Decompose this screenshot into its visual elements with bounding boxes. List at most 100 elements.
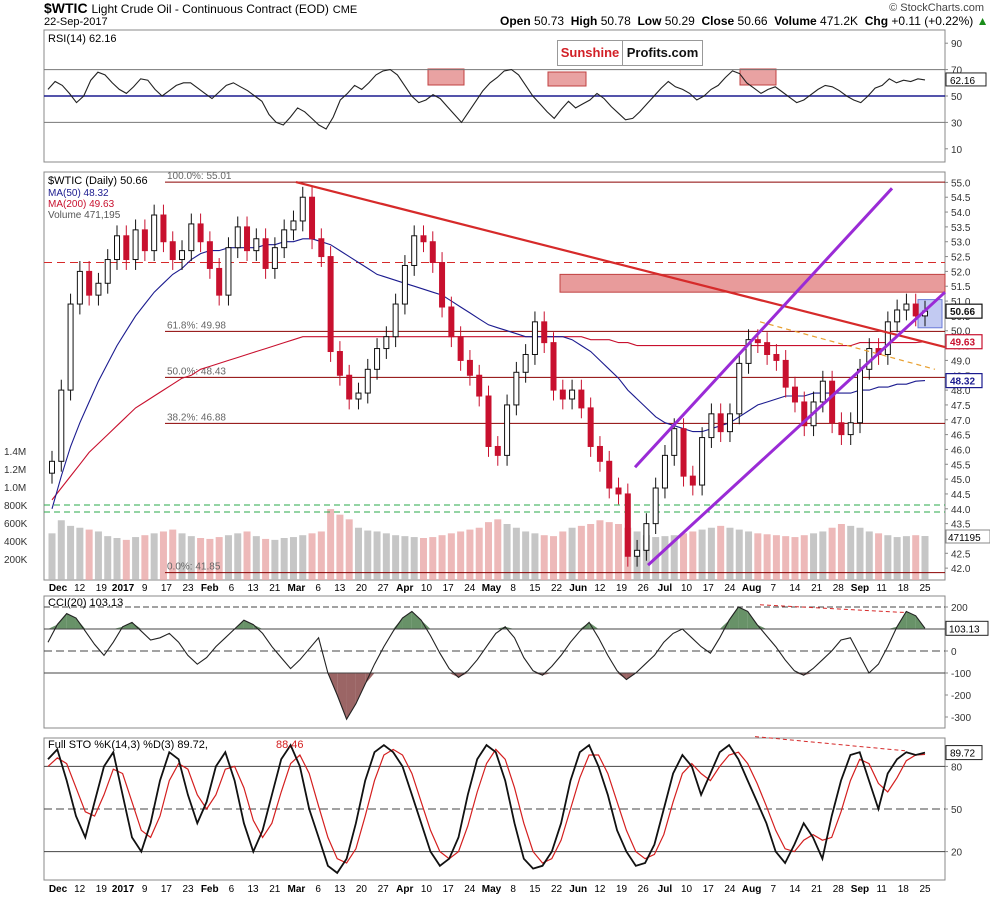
candle-body [782, 359, 789, 388]
rising-channel-upper-line [633, 187, 894, 469]
volume-bar [884, 535, 892, 580]
volume-bar [791, 537, 799, 580]
logo-part2: Profits.com [626, 45, 699, 60]
price-x-tick-label: 6 [315, 583, 321, 594]
volume-bar [271, 539, 279, 580]
rsi-title: RSI(14) 62.16 [48, 33, 116, 45]
volume-bar [159, 531, 167, 580]
candle-body [661, 454, 668, 489]
volume-bar [875, 533, 883, 580]
candle-body [67, 303, 74, 391]
candle-body [262, 238, 269, 269]
low-label: Low [637, 14, 662, 28]
candle-body [624, 493, 631, 557]
cci-overbought-fill [887, 626, 898, 629]
price-x-tick-label: 14 [789, 583, 801, 594]
price-x-tick-label: 21 [811, 583, 823, 594]
price-tag-label: 49.63 [950, 338, 975, 349]
volume-bar [522, 531, 530, 580]
volume-bar [373, 531, 381, 580]
cci-overbought-fill [719, 620, 730, 629]
candle-body [615, 487, 622, 495]
candle-body [429, 241, 436, 264]
volume-bar [419, 538, 427, 580]
candle-body [912, 303, 919, 317]
candle-body [299, 196, 306, 222]
candle-body [587, 407, 594, 447]
candle-body [494, 445, 501, 456]
price-tick-label: 42.0 [951, 564, 971, 575]
stochastic-value-label: 89.72 [950, 749, 975, 760]
price-x-tick-label: 20 [356, 583, 368, 594]
price-x-tick-label: 9 [142, 583, 148, 594]
bottom-x-tick-label: 13 [248, 884, 260, 895]
candle-body [151, 214, 158, 252]
price-x-tick-label: 26 [638, 583, 650, 594]
candle-body [169, 241, 176, 261]
candle-body [829, 380, 836, 424]
ma50-line [51, 238, 926, 509]
price-tick-label: 53.0 [951, 238, 971, 249]
candle-body [522, 353, 529, 373]
bottom-x-tick-label: 14 [789, 884, 801, 895]
bottom-x-tick-label: 11 [876, 884, 887, 895]
price-x-tick-label: 24 [724, 583, 736, 594]
price-tick-label: 51.5 [951, 282, 971, 293]
volume-bar [782, 536, 790, 580]
candle-body [141, 229, 148, 252]
stochastic-d-title: 88.46 [276, 739, 304, 751]
price-x-tick-label: Dec [49, 583, 68, 594]
price-x-tick-label: 18 [898, 583, 910, 594]
volume-bar [494, 519, 502, 580]
volume-bar [902, 536, 910, 580]
cci-overbought-fill [113, 626, 123, 629]
volume-tick-label: 200K [4, 555, 28, 566]
candle-body [699, 437, 706, 486]
price-tick-label: 43.5 [951, 520, 971, 531]
candle-body [420, 235, 427, 243]
price-x-tick-label: 22 [551, 583, 563, 594]
volume-bar [475, 527, 483, 580]
candle-body [374, 348, 381, 370]
price-x-tick-label: 8 [510, 583, 516, 594]
candle-body [271, 247, 278, 269]
volume-bar [317, 531, 325, 580]
rsi-tick-label: 30 [951, 118, 963, 129]
exchange: CME [332, 4, 358, 16]
up-arrow-icon: ▲ [976, 14, 989, 28]
price-tick-label: 44.0 [951, 505, 971, 516]
price-x-tick-label: Mar [288, 583, 306, 594]
rsi-overbought-zone [547, 71, 587, 87]
volume-bar [800, 535, 808, 580]
candle-body [754, 339, 761, 344]
cci-tick-label: 0 [951, 647, 957, 658]
volume-bar [754, 533, 762, 580]
cci-value-tag [945, 620, 989, 636]
cci-overbought-fill [747, 611, 758, 629]
volume-bar [345, 519, 353, 580]
volume-bar [206, 538, 214, 580]
candle-body [736, 362, 743, 415]
bottom-x-tick-label: 24 [724, 884, 736, 895]
cci-overbought-fill [393, 618, 403, 629]
candle-body [773, 353, 780, 361]
cci-overbought-fill [411, 611, 422, 629]
copyright: © StockCharts.com [889, 2, 984, 14]
price-tick-label: 54.5 [951, 193, 971, 204]
price-tick-label: 54.0 [951, 208, 971, 219]
volume-bar [354, 527, 362, 580]
cci-title: CCI(20) 103.13 [48, 597, 123, 609]
open-label: Open [500, 14, 531, 28]
volume-bar [698, 529, 706, 580]
cci-overbought-fill [729, 607, 739, 629]
volume-bar [187, 536, 195, 580]
bottom-x-tick-label: 19 [96, 884, 108, 895]
volume-bar [689, 531, 697, 580]
cci-overbought-fill [906, 611, 916, 629]
bottom-x-tick-label: 6 [315, 884, 321, 895]
volume-bar [280, 538, 288, 580]
volume-bar [104, 536, 112, 580]
volume-bar [215, 537, 223, 580]
volume-legend: Volume 471,195 [48, 210, 121, 221]
bottom-x-tick-label: 20 [356, 884, 368, 895]
